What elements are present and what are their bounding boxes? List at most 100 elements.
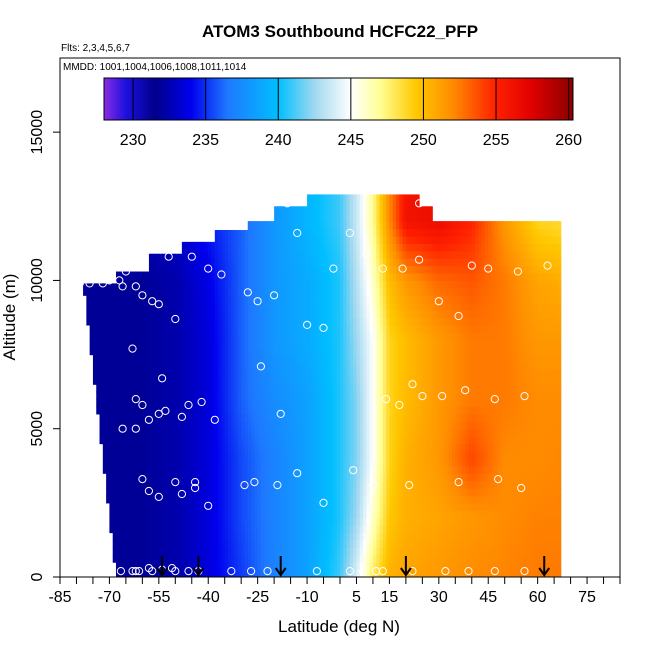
field-cell xyxy=(326,317,331,326)
field-cell xyxy=(343,495,348,504)
field-cell xyxy=(218,391,223,400)
field-cell xyxy=(320,198,325,207)
field-cell xyxy=(349,295,354,304)
field-cell xyxy=(247,384,252,393)
field-cell xyxy=(359,502,364,511)
field-cell xyxy=(241,480,246,489)
field-cell xyxy=(284,465,288,474)
field-cell xyxy=(412,206,417,215)
field-cell xyxy=(435,510,440,519)
field-cell xyxy=(425,450,430,459)
field-cell xyxy=(409,221,414,230)
field-cell xyxy=(172,436,176,445)
field-cell xyxy=(152,339,157,348)
field-cell xyxy=(284,310,288,319)
field-cell xyxy=(198,532,203,541)
field-cell xyxy=(396,302,400,311)
field-cell xyxy=(399,436,404,445)
field-cell xyxy=(399,339,404,348)
field-cell xyxy=(181,376,186,385)
field-cell xyxy=(320,243,325,252)
field-cell xyxy=(396,354,400,363)
field-cell xyxy=(415,206,420,215)
field-cell xyxy=(303,213,308,222)
field-cell xyxy=(260,510,265,519)
field-cell xyxy=(323,488,328,497)
field-cell xyxy=(201,384,206,393)
field-cell xyxy=(165,253,170,259)
field-cell xyxy=(247,332,252,341)
field-cell xyxy=(303,443,308,452)
field-cell xyxy=(158,547,163,556)
field-cell xyxy=(129,510,134,519)
field-cell xyxy=(287,310,292,319)
field-cell xyxy=(270,450,275,459)
field-cell xyxy=(116,339,120,348)
field-cell xyxy=(336,562,341,571)
field-cell xyxy=(412,473,417,482)
field-cell xyxy=(106,310,111,319)
field-cell xyxy=(435,250,440,259)
field-cell xyxy=(356,258,361,267)
field-cell xyxy=(158,443,163,452)
field-cell xyxy=(175,569,180,577)
field-cell xyxy=(145,450,150,459)
field-cell xyxy=(139,361,143,370)
field-cell xyxy=(237,339,242,348)
field-cell xyxy=(204,295,209,304)
field-cell xyxy=(379,495,384,504)
field-cell xyxy=(254,361,259,370)
field-cell xyxy=(244,391,249,400)
field-cell xyxy=(376,310,381,319)
field-cell xyxy=(419,517,423,526)
field-cell xyxy=(432,443,437,452)
field-cell xyxy=(195,347,199,356)
field-cell xyxy=(363,354,367,363)
field-cell xyxy=(402,554,407,563)
field-cell xyxy=(392,539,397,548)
field-cell xyxy=(277,317,282,326)
field-cell xyxy=(310,562,315,571)
field-cell xyxy=(234,324,239,333)
field-cell xyxy=(293,525,298,534)
field-cell xyxy=(119,532,124,541)
field-cell xyxy=(251,436,255,445)
field-cell xyxy=(145,517,150,526)
field-cell xyxy=(419,554,423,563)
field-cell xyxy=(102,310,107,319)
field-cell xyxy=(181,443,186,452)
field-cell xyxy=(386,250,391,259)
field-cell xyxy=(310,502,315,511)
field-cell xyxy=(185,317,190,326)
field-cell xyxy=(346,450,351,459)
field-cell xyxy=(409,265,414,274)
field-cell xyxy=(178,450,183,459)
field-cell xyxy=(270,399,275,408)
field-cell xyxy=(340,369,344,378)
field-cell xyxy=(366,235,371,244)
field-cell xyxy=(293,428,298,437)
field-cell xyxy=(175,562,180,571)
field-cell xyxy=(148,253,153,259)
field-cell xyxy=(260,569,265,577)
field-cell xyxy=(425,458,430,467)
field-cell xyxy=(323,547,328,556)
field-cell xyxy=(175,399,180,408)
field-cell xyxy=(382,339,387,348)
field-cell xyxy=(214,554,219,563)
field-cell xyxy=(142,525,147,534)
field-cell xyxy=(333,502,338,511)
field-cell xyxy=(148,287,153,296)
field-cell xyxy=(228,495,232,504)
field-cell xyxy=(185,384,190,393)
field-cell xyxy=(270,265,275,274)
field-cell xyxy=(320,465,325,474)
field-cell xyxy=(116,413,120,422)
field-cell xyxy=(122,525,127,534)
field-cell xyxy=(307,525,311,534)
field-cell xyxy=(211,495,216,504)
field-cell xyxy=(277,458,282,467)
field-cell xyxy=(307,258,311,267)
field-cell xyxy=(172,317,176,326)
field-cell xyxy=(162,347,167,356)
